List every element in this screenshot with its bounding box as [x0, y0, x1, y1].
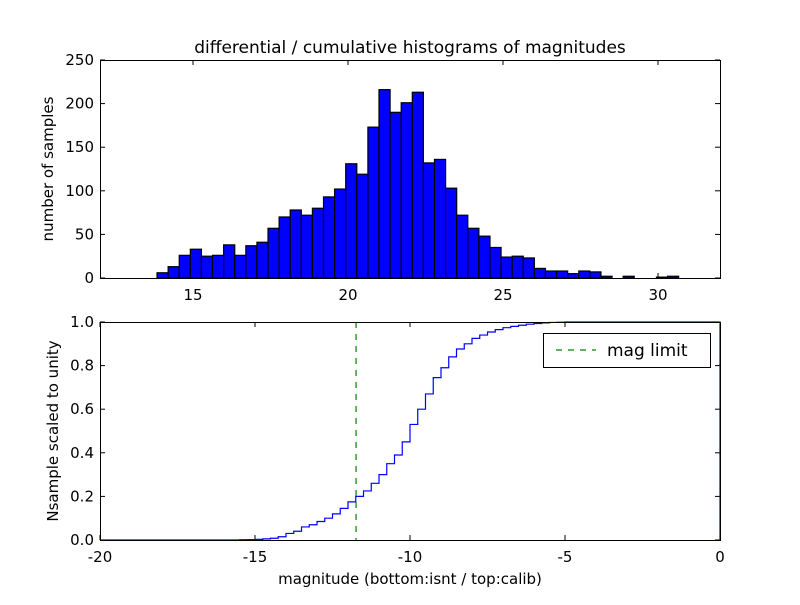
histogram-bar [256, 241, 269, 279]
bottom-y-axis-label: Nsample scaled to unity [44, 340, 62, 521]
histogram-bar [600, 275, 613, 279]
histogram-bar [334, 188, 347, 279]
histogram-bar [578, 270, 591, 279]
bottom-y-tick-label: 0.2 [70, 487, 94, 505]
histogram-bar [622, 275, 635, 279]
legend-label: mag limit [607, 341, 688, 361]
chart-title: differential / cumulative histograms of … [194, 38, 626, 58]
histogram-bar [666, 275, 680, 279]
top-x-tick-label: 25 [493, 286, 512, 304]
histogram-bar [544, 270, 558, 279]
histogram-bar [389, 111, 402, 279]
histogram-bar [234, 254, 247, 279]
top-y-tick-label: 200 [65, 95, 94, 113]
histogram-bar [422, 162, 436, 279]
top-y-tick-label: 100 [65, 182, 94, 200]
top-y-tick-label: 50 [75, 225, 94, 243]
legend: mag limit [543, 333, 711, 368]
histogram-bar [223, 244, 236, 279]
histogram-bar [211, 254, 225, 279]
bottom-x-tick-label: -20 [88, 548, 113, 566]
histogram-bar [245, 245, 258, 279]
bottom-y-tick-label: 0.4 [70, 444, 94, 462]
top-x-tick-label: 15 [183, 286, 202, 304]
histogram-bar [167, 266, 180, 279]
histogram-bar [300, 214, 314, 279]
histogram-bar [411, 91, 424, 279]
histogram-bar [433, 158, 447, 279]
histogram-bar [456, 214, 469, 279]
bottom-x-tick-label: -15 [243, 548, 268, 566]
histogram-bar [356, 173, 369, 279]
top-y-tick-label: 0 [84, 269, 94, 287]
histogram-bar [467, 227, 480, 279]
histogram-bar [289, 209, 302, 279]
histogram-bar [367, 126, 380, 279]
histogram-bar [478, 235, 491, 279]
top-x-tick-label: 30 [648, 286, 667, 304]
top-axes-frame [100, 60, 721, 279]
histogram-bar [278, 216, 291, 279]
histogram-bar [567, 273, 580, 279]
histogram-bar [378, 89, 391, 279]
bottom-x-tick-label: 0 [715, 548, 725, 566]
bottom-y-tick-label: 0.0 [70, 531, 94, 549]
bottom-y-tick-label: 0.6 [70, 400, 94, 418]
top-y-tick-label: 250 [65, 51, 94, 69]
histogram-bar [311, 207, 325, 279]
histogram-bar [345, 163, 358, 279]
histogram-bar [178, 254, 191, 279]
histogram-bar [511, 255, 524, 279]
histogram-bar [589, 271, 602, 279]
histogram-bar [267, 227, 280, 279]
bottom-y-tick-label: 0.8 [70, 357, 94, 375]
histogram-bar [200, 255, 214, 279]
histogram-bar [522, 257, 535, 279]
histogram-bar [655, 276, 669, 279]
bottom-y-tick-label: 1.0 [70, 313, 94, 331]
top-x-tick-label: 20 [338, 286, 357, 304]
histogram-bar [322, 196, 336, 279]
histogram-bar [489, 246, 502, 279]
histogram-bar [533, 267, 547, 279]
histogram-bar [555, 270, 569, 279]
bottom-x-tick-label: -10 [398, 548, 423, 566]
top-y-axis-label: number of samples [39, 96, 57, 241]
top-y-tick-label: 150 [65, 138, 94, 156]
histogram-bar [156, 272, 169, 279]
histogram-bar [500, 256, 513, 279]
bottom-x-axis-label: magnitude (bottom:isnt / top:calib) [278, 570, 542, 588]
bottom-x-tick-label: -5 [558, 548, 573, 566]
cumulative-step-line [100, 321, 721, 541]
histogram-bar [189, 248, 203, 279]
bottom-axes-frame [100, 322, 721, 541]
histogram-bar [400, 102, 413, 279]
histogram-bar [444, 187, 458, 279]
